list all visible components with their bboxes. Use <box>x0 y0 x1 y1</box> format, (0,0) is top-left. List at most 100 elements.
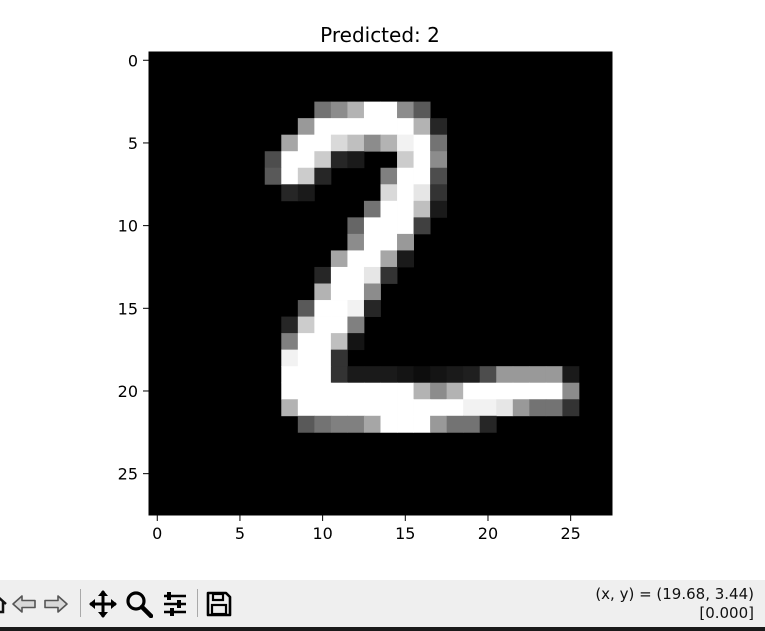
image-pixel <box>297 415 315 433</box>
image-pixel <box>314 399 332 417</box>
image-pixel <box>496 399 514 417</box>
image-pixel <box>281 349 299 367</box>
image-pixel <box>347 118 365 136</box>
image-pixel <box>512 366 530 384</box>
image-pixel <box>446 366 464 384</box>
image-pixel <box>314 349 332 367</box>
image-pixel <box>314 266 332 284</box>
image-pixel <box>380 233 398 251</box>
image-pixel <box>363 382 381 400</box>
image-pixel <box>446 382 464 400</box>
image-pixel <box>314 151 332 169</box>
image-pixel <box>330 366 348 384</box>
chart-title: Predicted: 2 <box>320 23 440 47</box>
image-pixel <box>413 151 431 169</box>
image-pixel <box>297 366 315 384</box>
back-button[interactable] <box>10 588 38 619</box>
image-pixel <box>430 134 448 152</box>
pan-button[interactable] <box>87 588 119 619</box>
image-pixel <box>545 366 563 384</box>
status-readout: (x, y) = (19.68, 3.44) [0.000] <box>595 585 754 623</box>
image-pixel <box>397 134 414 152</box>
save-button[interactable] <box>203 588 235 619</box>
image-pixel <box>413 415 431 433</box>
image-pixel <box>330 151 348 169</box>
image-pixel <box>380 382 398 400</box>
image-pixel <box>347 217 365 235</box>
image-pixel <box>330 349 348 367</box>
image-pixel <box>330 415 348 433</box>
x-tick-label: 25 <box>560 524 580 543</box>
image-pixel <box>397 366 414 384</box>
image-pixel <box>297 316 315 334</box>
image-pixel <box>380 134 398 152</box>
image-pixel <box>496 366 514 384</box>
image-pixel <box>363 366 381 384</box>
image-pixel <box>347 382 365 400</box>
image-pixel <box>297 349 315 367</box>
image-pixel <box>363 101 381 119</box>
image-pixel <box>347 233 365 251</box>
image-axes[interactable]: 0 5 10 15 20 25 0 5 10 15 20 25 <box>118 51 613 543</box>
x-tick-label: 0 <box>152 524 162 543</box>
image-pixel <box>463 415 481 433</box>
pixel-value: [0.000] <box>699 604 754 622</box>
image-pixel <box>363 200 381 218</box>
image-pixel <box>281 184 299 202</box>
image-pixel <box>281 316 299 334</box>
image-pixel <box>314 134 332 152</box>
image-pixel <box>330 333 348 351</box>
image-pixel <box>347 151 365 169</box>
image-pixel <box>397 167 414 185</box>
image-pixel <box>430 200 448 218</box>
image-pixel <box>330 266 348 284</box>
image-pixel <box>330 316 348 334</box>
image-pixel <box>397 399 414 417</box>
image-pixel <box>413 399 431 417</box>
image-pixel <box>463 366 481 384</box>
y-tick-label: 10 <box>118 217 138 236</box>
image-pixel <box>397 200 414 218</box>
image-pixel <box>281 167 299 185</box>
image-pixel <box>463 382 481 400</box>
configure-subplots-button[interactable] <box>159 588 191 619</box>
image-pixel <box>479 415 497 433</box>
image-pixel <box>297 382 315 400</box>
pan-icon <box>89 589 117 618</box>
image-pixel <box>264 151 282 169</box>
x-tick-label: 10 <box>312 524 332 543</box>
zoom-button[interactable] <box>123 588 155 619</box>
image-pixel <box>397 184 414 202</box>
image-pixel <box>314 167 332 185</box>
y-tick-label: 25 <box>118 465 138 484</box>
image-pixel <box>363 118 381 136</box>
x-tick-label: 5 <box>235 524 245 543</box>
image-pixel <box>297 300 315 317</box>
image-pixel <box>363 415 381 433</box>
x-axis: 0 5 10 15 20 25 <box>152 515 581 543</box>
image-pixel <box>413 184 431 202</box>
image-pixel <box>297 184 315 202</box>
image-pixel <box>380 266 398 284</box>
home-button[interactable] <box>0 588 8 619</box>
image-pixel <box>545 399 563 417</box>
image-pixel <box>413 366 431 384</box>
image-pixel <box>430 118 448 136</box>
image-pixel <box>330 118 348 136</box>
image-pixel <box>314 101 332 119</box>
digit-pixels <box>264 101 580 433</box>
image-pixel <box>297 333 315 351</box>
image-pixel <box>397 101 414 119</box>
image-pixel <box>479 382 497 400</box>
image-pixel <box>430 366 448 384</box>
forward-button[interactable] <box>42 588 70 619</box>
image-pixel <box>380 399 398 417</box>
figure-canvas[interactable]: Predicted: 2 0 5 10 15 20 25 0 5 10 15 20 25 <box>0 0 765 580</box>
home-icon <box>0 596 7 613</box>
image-pixel <box>380 118 398 136</box>
image-pixel <box>562 399 580 417</box>
image-pixel <box>380 101 398 119</box>
image-pixel <box>347 399 365 417</box>
image-pixel <box>363 217 381 235</box>
navigation-toolbar: (x, y) = (19.68, 3.44) [0.000] <box>0 580 765 627</box>
